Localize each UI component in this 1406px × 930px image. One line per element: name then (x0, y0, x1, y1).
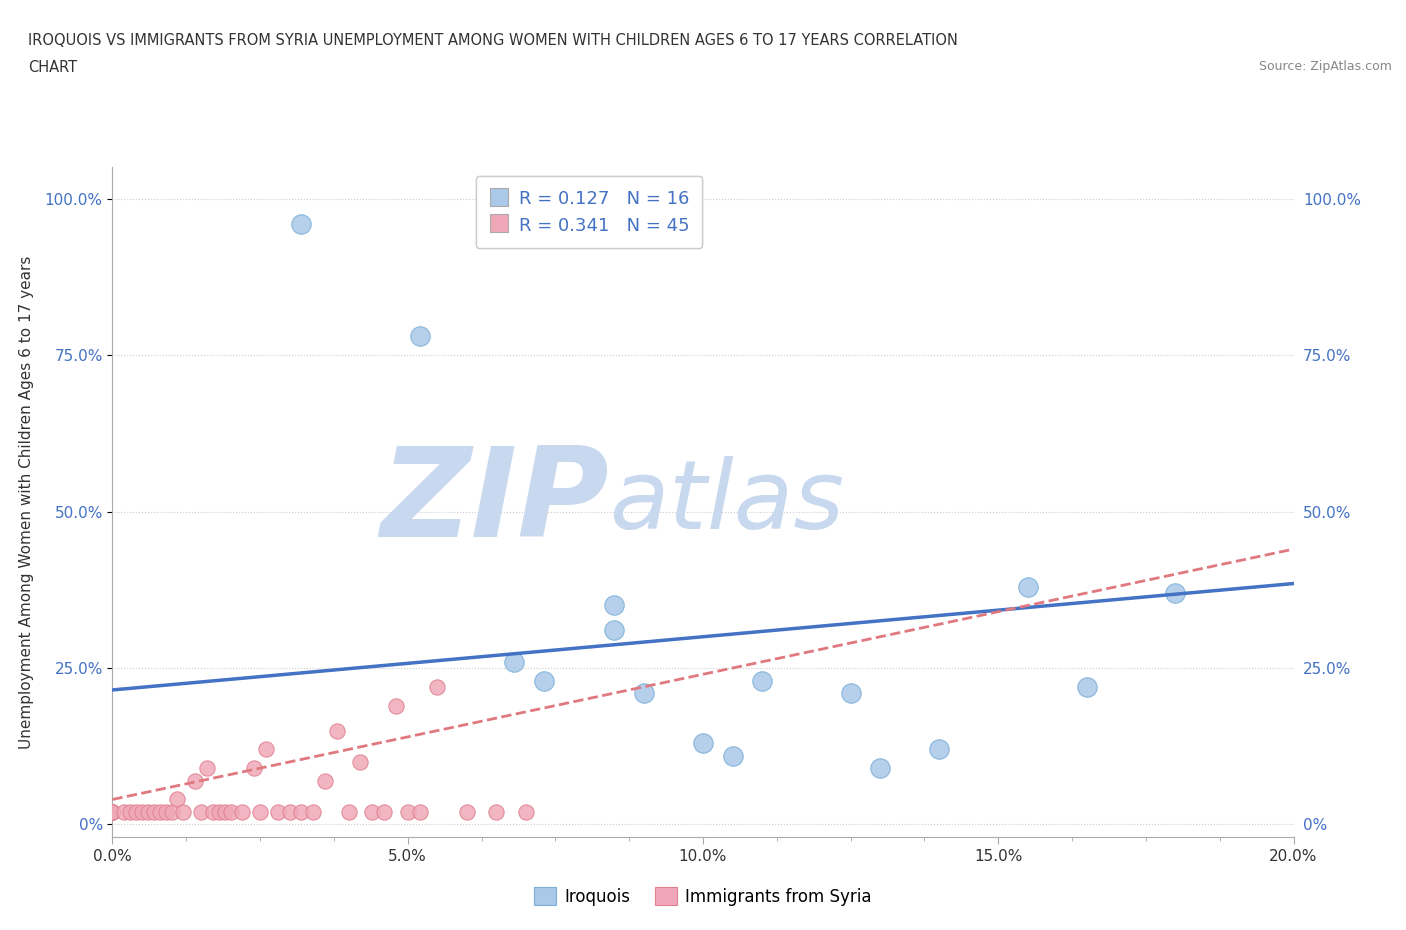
Point (101, 804, 124, 819)
Point (603, 598, 626, 613)
Point (408, 804, 430, 819)
Point (190, 804, 212, 819)
Point (231, 804, 253, 819)
Point (290, 217, 312, 232)
Point (149, 804, 172, 819)
Point (184, 773, 207, 788)
Point (692, 736, 714, 751)
Text: IROQUOIS VS IMMIGRANTS FROM SYRIA UNEMPLOYMENT AMONG WOMEN WITH CHILDREN AGES 6 : IROQUOIS VS IMMIGRANTS FROM SYRIA UNEMPL… (28, 33, 957, 47)
Point (208, 804, 231, 819)
Point (214, 804, 236, 819)
Point (166, 792, 188, 807)
Legend: Iroquois, Immigrants from Syria: Iroquois, Immigrants from Syria (527, 881, 879, 912)
Point (101, 804, 124, 819)
Text: Source: ZipAtlas.com: Source: ZipAtlas.com (1258, 60, 1392, 73)
Point (533, 673, 555, 688)
Text: ZIP: ZIP (380, 442, 609, 563)
Point (101, 804, 124, 819)
Point (172, 804, 194, 819)
Point (201, 804, 224, 819)
Point (1164, 586, 1187, 601)
Point (928, 742, 950, 757)
Point (361, 804, 384, 819)
Point (337, 804, 360, 819)
Point (869, 761, 891, 776)
Text: atlas: atlas (609, 456, 844, 549)
Point (426, 680, 449, 695)
Point (302, 804, 325, 819)
Point (721, 749, 744, 764)
Point (314, 773, 336, 788)
Point (160, 804, 183, 819)
Point (1076, 680, 1098, 695)
Point (839, 685, 862, 700)
Point (373, 804, 395, 819)
Point (385, 698, 408, 713)
Point (408, 329, 430, 344)
Point (243, 761, 266, 776)
Text: CHART: CHART (28, 60, 77, 75)
Point (1017, 579, 1039, 594)
Y-axis label: Unemployment Among Women with Children Ages 6 to 17 years: Unemployment Among Women with Children A… (18, 256, 34, 749)
Point (125, 804, 148, 819)
Point (290, 804, 312, 819)
Point (136, 804, 159, 819)
Point (267, 804, 290, 819)
Point (278, 804, 301, 819)
Point (326, 724, 349, 738)
Point (485, 804, 508, 819)
Point (349, 754, 371, 769)
Point (503, 655, 526, 670)
Point (120, 804, 142, 819)
Legend: R = 0.127   N = 16, R = 0.341   N = 45: R = 0.127 N = 16, R = 0.341 N = 45 (475, 177, 703, 247)
Point (195, 761, 218, 776)
Point (633, 685, 655, 700)
Point (155, 804, 177, 819)
Point (142, 804, 165, 819)
Point (101, 804, 124, 819)
Point (249, 804, 271, 819)
Point (131, 804, 153, 819)
Point (515, 804, 537, 819)
Point (101, 804, 124, 819)
Point (603, 623, 626, 638)
Point (751, 673, 773, 688)
Point (101, 804, 124, 819)
Point (396, 804, 419, 819)
Point (219, 804, 242, 819)
Point (456, 804, 478, 819)
Point (112, 804, 135, 819)
Point (254, 742, 277, 757)
